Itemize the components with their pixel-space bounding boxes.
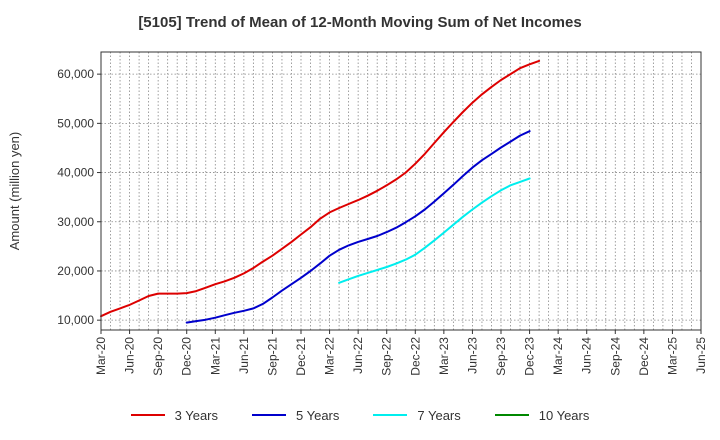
x-tick-label: Mar-24 (551, 337, 565, 375)
x-tick-label: Sep-21 (265, 337, 279, 376)
y-tick-label: 20,000 (57, 264, 94, 278)
x-tick-label: Sep-24 (608, 337, 622, 376)
x-tick-label: Mar-22 (323, 337, 337, 375)
legend-label: 3 Years (174, 407, 218, 423)
x-tick-label: Sep-23 (494, 337, 508, 376)
x-tick-label: Jun-25 (694, 337, 708, 374)
x-tick-label: Dec-22 (408, 337, 422, 376)
x-tick-label: Sep-22 (380, 337, 394, 376)
x-tick-label: Dec-24 (637, 337, 651, 376)
x-tick-label: Jun-24 (580, 337, 594, 374)
plot-area (100, 51, 702, 331)
x-tick-label: Dec-23 (523, 337, 537, 376)
x-tick-label: Mar-25 (665, 337, 679, 375)
x-tick-label: Jun-20 (123, 337, 137, 374)
legend-swatch (373, 414, 408, 416)
x-tick-label: Jun-21 (237, 337, 251, 374)
y-axis-ticks: 10,000 20,000 30,000 40,000 50,000 60,000 (57, 67, 101, 327)
gridlines (101, 52, 701, 330)
y-tick-label: 10,000 (57, 313, 94, 327)
x-tick-label: Mar-23 (437, 337, 451, 375)
series-lines (100, 59, 541, 324)
y-tick-label: 40,000 (57, 166, 94, 180)
legend-swatch (130, 414, 165, 416)
y-tick-label: 30,000 (57, 215, 94, 229)
y-tick-label: 60,000 (57, 67, 94, 81)
x-tick-label: Jun-23 (465, 337, 479, 374)
x-tick-label: Mar-20 (94, 337, 108, 375)
y-tick-label: 50,000 (57, 116, 94, 130)
chart-title: [5105] Trend of Mean of 12-Month Moving … (138, 14, 582, 31)
legend-label: 5 Years (296, 407, 340, 423)
legend-item-5-years: 5 Years (252, 408, 339, 423)
x-tick-label: Mar-21 (208, 337, 222, 375)
series-line-3-years (100, 59, 541, 318)
series-line-7-years (338, 177, 531, 284)
legend-swatch (494, 414, 529, 416)
legend-item-7-years: 7 Years (373, 407, 461, 423)
legend-label: 7 Years (417, 407, 461, 423)
x-tick-label: Jun-22 (351, 337, 365, 374)
legend-swatch (252, 414, 286, 416)
legend: 3 Years 5 Years 7 Years 10 Years (0, 404, 720, 426)
x-axis-ticks: Mar-20 Jun-20 Sep-20 Dec-20 Mar-21 Jun-21 Sep-… (94, 330, 708, 376)
x-tick-label: Dec-21 (294, 337, 308, 376)
y-axis-title: Amount (million yen) (7, 132, 22, 251)
legend-label: 10 Years (538, 407, 590, 423)
series-line-5-years (185, 130, 531, 324)
legend-item-10-years: 10 Years (494, 407, 590, 423)
x-tick-label: Dec-20 (180, 337, 194, 376)
x-tick-label: Sep-20 (151, 337, 165, 376)
legend-item-3-years: 3 Years (130, 407, 218, 423)
